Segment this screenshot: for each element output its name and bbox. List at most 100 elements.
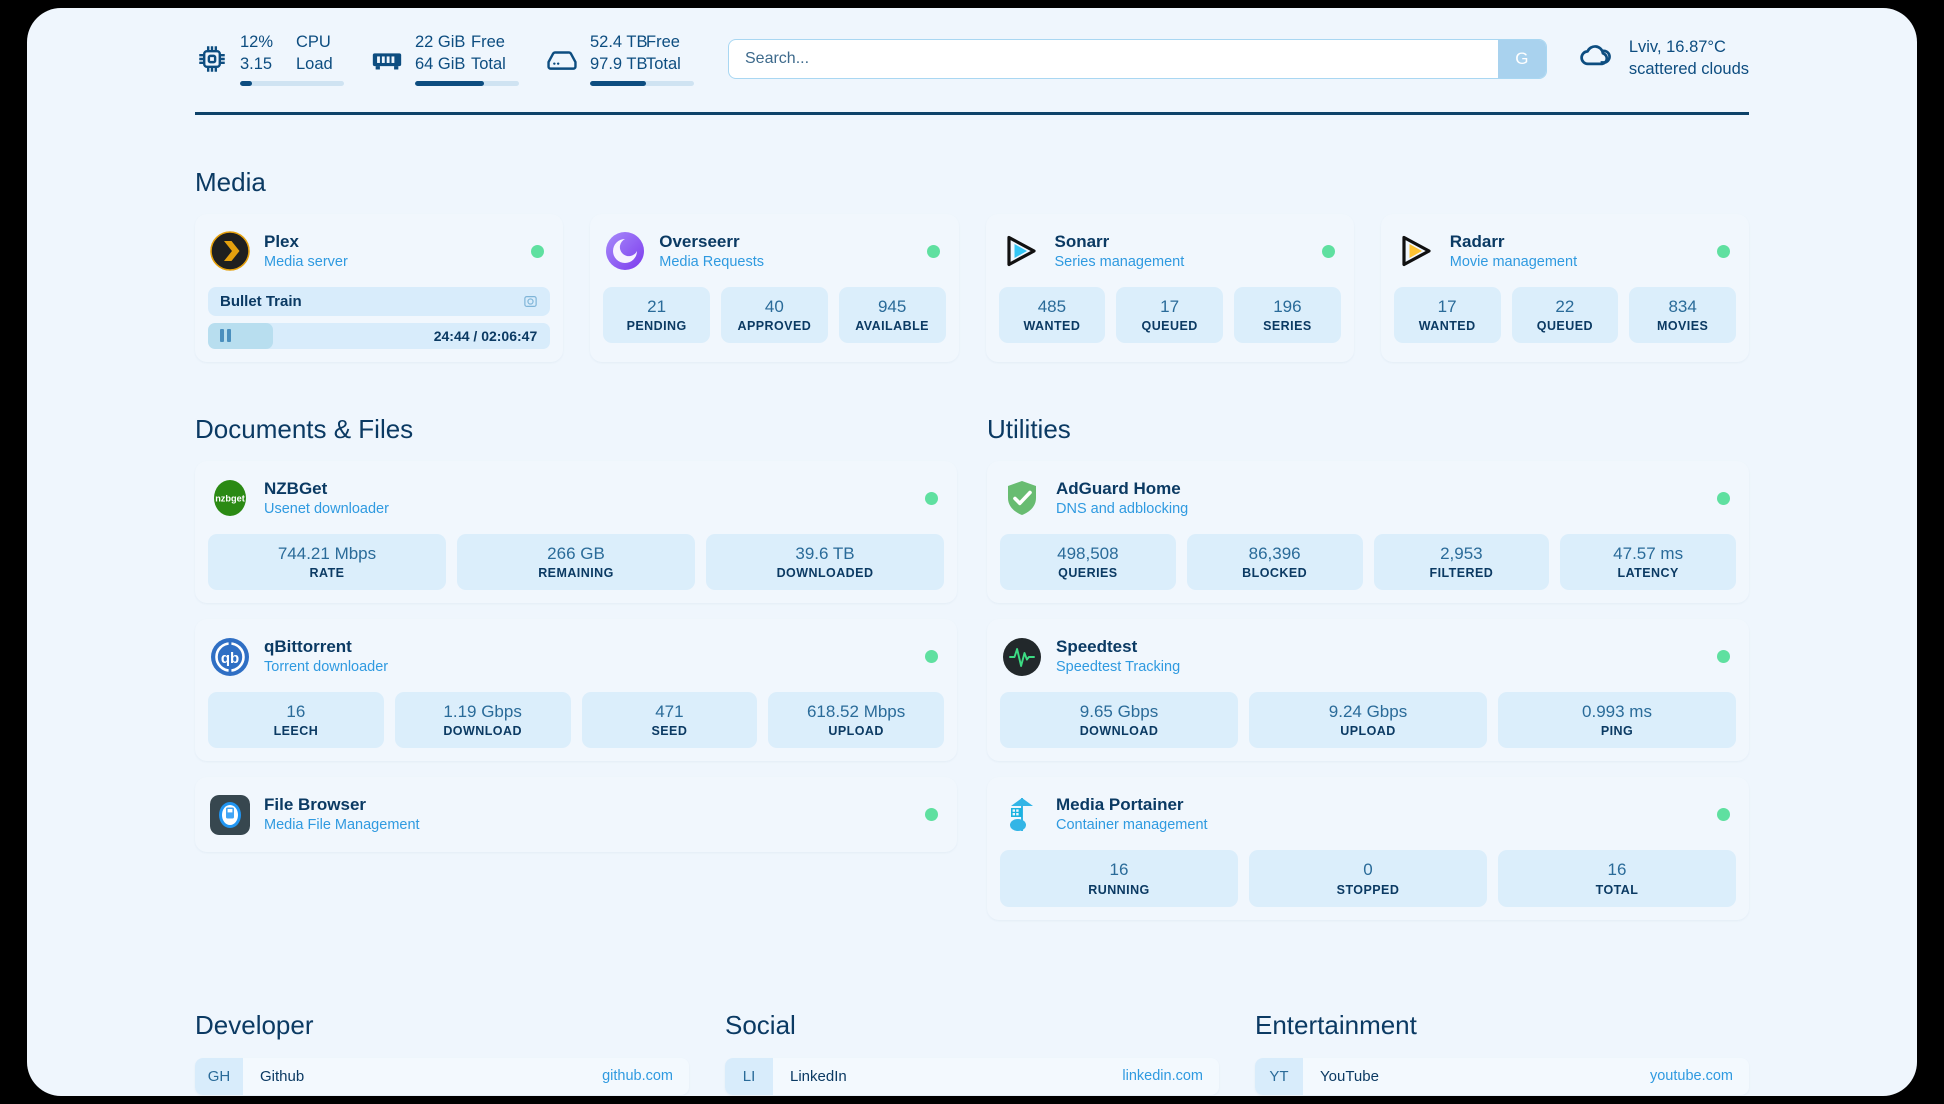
- qbittorrent-icon: qb: [210, 637, 250, 677]
- status-badge: [1717, 808, 1730, 822]
- stat-value: 16: [1109, 860, 1129, 880]
- bookmark-group-title: Social: [725, 1009, 796, 1040]
- pause-icon[interactable]: [220, 329, 231, 343]
- cpu-usage-value: 12%: [240, 33, 274, 52]
- stat-value: 0.993 ms: [1582, 702, 1652, 722]
- resource-widget-storage: 52.4 TB 97.9 TB Free Total: [545, 32, 694, 86]
- stat-value: 86,396: [1248, 543, 1301, 563]
- stat-label: LEECH: [273, 724, 319, 739]
- stat-tile: 618.52 Mbps UPLOAD: [768, 692, 944, 749]
- stat-value: 39.6 TB: [795, 543, 855, 563]
- bookmark-url: linkedin.com: [1122, 1068, 1203, 1084]
- storage-usage-bar: [590, 80, 694, 86]
- search-engine-button[interactable]: G: [1497, 40, 1546, 78]
- section-utilities: Utilities AdGuard Home DNS and adblockin…: [987, 362, 1749, 936]
- bookmark-label: YouTube: [1320, 1067, 1379, 1085]
- app-name: Radarr: [1449, 232, 1505, 251]
- stat-label: AVAILABLE: [855, 319, 929, 334]
- app-card-file-browser[interactable]: File Browser Media File Management: [195, 777, 957, 853]
- stat-label: RUNNING: [1088, 882, 1150, 897]
- stat-value: 834: [1668, 296, 1697, 316]
- stat-label: PING: [1600, 724, 1634, 739]
- bookmark-item[interactable]: GH Github github.com: [195, 1057, 689, 1095]
- stat-tile: 266 GB REMAINING: [457, 533, 695, 591]
- stat-label: QUEUED: [1141, 319, 1198, 334]
- stat-tile: 1.19 Gbps DOWNLOAD: [394, 692, 571, 749]
- adguard-icon: [1002, 478, 1042, 518]
- stat-value: 945: [877, 296, 907, 316]
- stat-value: 16: [286, 702, 306, 722]
- cpu-icon: [195, 42, 229, 76]
- search-box[interactable]: G: [728, 39, 1547, 79]
- progress-fill: [208, 322, 274, 349]
- stat-label: QUEUED: [1536, 319, 1593, 334]
- bookmark-group-developer: Developer GH Github github.com SO StackO…: [195, 1010, 689, 1097]
- app-card-overseerr[interactable]: Overseerr Media Requests 21 PENDING 40 A…: [590, 214, 959, 362]
- app-card-media-portainer[interactable]: Media Portainer Container management 16 …: [987, 777, 1749, 920]
- stat-label: DOWNLOADED: [776, 566, 874, 581]
- stat-value: 22: [1555, 296, 1575, 316]
- stat-tile: 2,953 FILTERED: [1373, 533, 1550, 591]
- app-subtitle: Container management: [1056, 817, 1208, 834]
- bookmark-item[interactable]: YT YouTube youtube.com: [1255, 1057, 1749, 1095]
- cast-icon[interactable]: [523, 294, 538, 309]
- app-card-qbittorrent[interactable]: qb qBittorrent Torrent downloader 16 LEE…: [195, 619, 957, 762]
- speedtest-icon: [1002, 637, 1042, 677]
- stat-tile: 0.993 ms PING: [1498, 692, 1736, 749]
- stat-tile: 0 STOPPED: [1249, 850, 1487, 907]
- stat-label: WANTED: [1418, 319, 1476, 334]
- stat-tile: 744.21 Mbps RATE: [208, 533, 446, 591]
- storage-free-value: 52.4 TB: [590, 33, 648, 52]
- svg-text:qb: qb: [221, 649, 239, 666]
- stat-value: 498,508: [1057, 543, 1119, 563]
- weather-condition: scattered clouds: [1628, 60, 1749, 78]
- app-subtitle: DNS and adblocking: [1056, 501, 1189, 518]
- stat-tile: 40 APPROVED: [721, 286, 828, 344]
- status-badge: [1321, 244, 1335, 258]
- nzbget-icon: nzbget: [210, 478, 250, 518]
- stat-label: WANTED: [1023, 319, 1081, 334]
- bookmark-label: Github: [260, 1067, 305, 1085]
- stat-label: UPLOAD: [1340, 724, 1396, 739]
- memory-label-bottom: Total: [471, 54, 506, 73]
- status-badge: [1717, 244, 1730, 258]
- stat-value: 21: [647, 296, 667, 316]
- bookmark-item[interactable]: LI LinkedIn linkedin.com: [725, 1057, 1219, 1095]
- app-subtitle: Media Requests: [659, 254, 765, 271]
- app-name: AdGuard Home: [1056, 478, 1181, 498]
- stat-value: 47.57 ms: [1613, 543, 1684, 563]
- app-card-nzbget[interactable]: nzbget NZBGet Usenet downloader 744.21 M…: [195, 460, 957, 604]
- cpu-load-value: 3.15: [240, 54, 273, 73]
- app-subtitle: Movie management: [1449, 254, 1578, 271]
- header-divider: [195, 112, 1749, 115]
- media-card-row: Plex Media server Bullet Train: [195, 214, 1749, 362]
- bookmark-url: github.com: [602, 1068, 673, 1084]
- bookmark-badge: YT: [1255, 1057, 1303, 1095]
- app-subtitle: Series management: [1054, 254, 1185, 271]
- stat-value: 17: [1437, 296, 1457, 316]
- app-card-plex[interactable]: Plex Media server Bullet Train: [195, 214, 564, 362]
- stat-value: 9.24 Gbps: [1328, 702, 1408, 722]
- app-name: Plex: [264, 232, 299, 251]
- bookmark-url: youtube.com: [1649, 1068, 1733, 1084]
- app-card-speedtest[interactable]: Speedtest Speedtest Tracking 9.65 Gbps D…: [987, 619, 1749, 762]
- weather-location: Lviv, 16.87°C: [1628, 38, 1726, 57]
- stat-row: 498,508 QUERIES 86,396 BLOCKED 2,953 FIL…: [1000, 533, 1736, 591]
- stat-label: MOVIES: [1656, 319, 1709, 334]
- app-card-sonarr[interactable]: Sonarr Series management 485 WANTED 17 Q…: [985, 214, 1354, 362]
- app-name: qBittorrent: [264, 637, 352, 657]
- app-card-adguard-home[interactable]: AdGuard Home DNS and adblocking 498,508 …: [987, 460, 1749, 604]
- bookmarks-section: Developer GH Github github.com SO StackO…: [195, 1010, 1749, 1097]
- app-subtitle: Media File Management: [264, 817, 420, 834]
- search-input[interactable]: [729, 40, 1498, 78]
- stat-label: APPROVED: [737, 319, 812, 334]
- status-badge: [1717, 650, 1730, 664]
- status-badge: [926, 244, 940, 258]
- stat-tile: 21 PENDING: [603, 286, 710, 344]
- app-card-radarr[interactable]: Radarr Movie management 17 WANTED 22 QUE…: [1380, 214, 1749, 362]
- now-playing-progress[interactable]: 24:44 / 02:06:47: [208, 322, 551, 349]
- storage-total-value: 97.9 TB: [590, 54, 648, 73]
- now-playing-time: 24:44 / 02:06:47: [433, 327, 538, 344]
- stat-value: 1.19 Gbps: [443, 702, 522, 722]
- stat-tile: 16 LEECH: [208, 692, 384, 749]
